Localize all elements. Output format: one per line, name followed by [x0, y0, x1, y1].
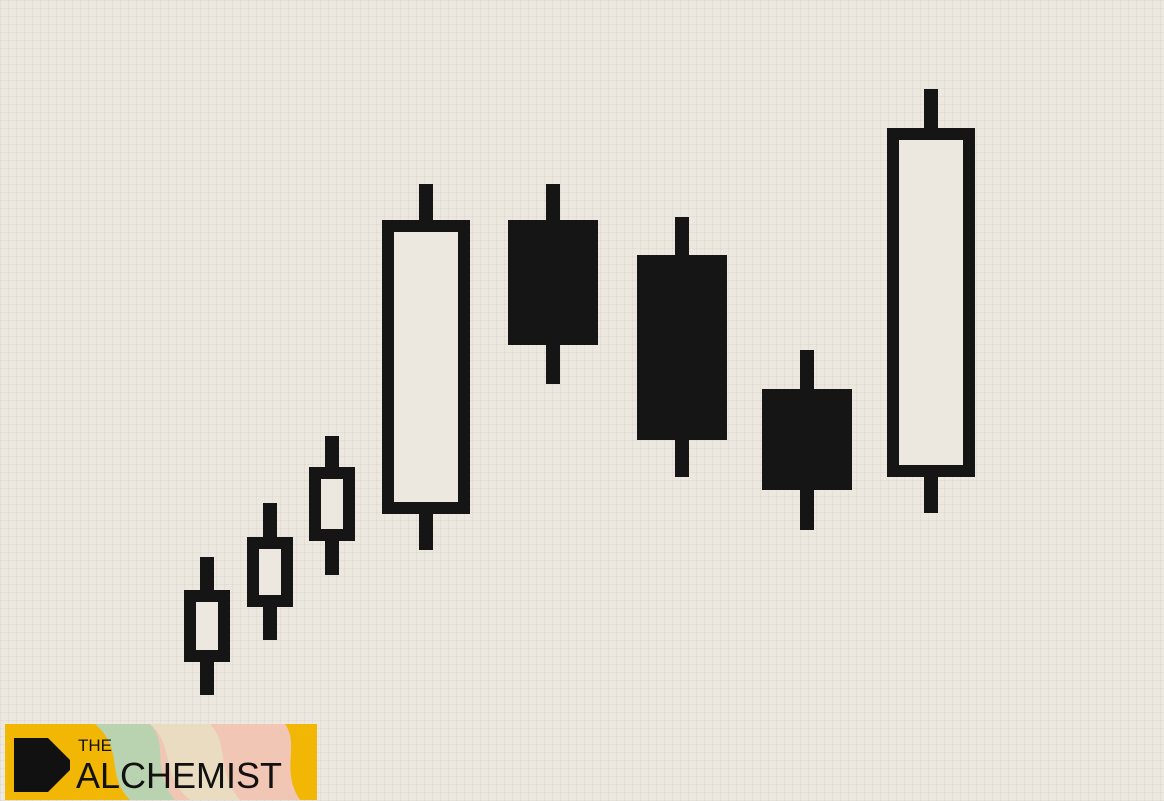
logo: THE ALCHEMIST — [5, 724, 317, 800]
candle-body — [247, 537, 293, 607]
candle-body — [382, 220, 470, 514]
candle-body — [184, 590, 230, 662]
logo-text: THE — [78, 736, 112, 755]
logo-wave — [95, 724, 175, 800]
candle-body — [762, 389, 852, 490]
candle-body — [508, 220, 598, 345]
logo-wave — [150, 724, 240, 800]
candle-body — [637, 255, 727, 440]
logo-text: ALCHEMIST — [76, 755, 282, 796]
candle-body — [309, 467, 355, 541]
candle-body — [887, 128, 975, 477]
logo-mark — [14, 738, 70, 792]
